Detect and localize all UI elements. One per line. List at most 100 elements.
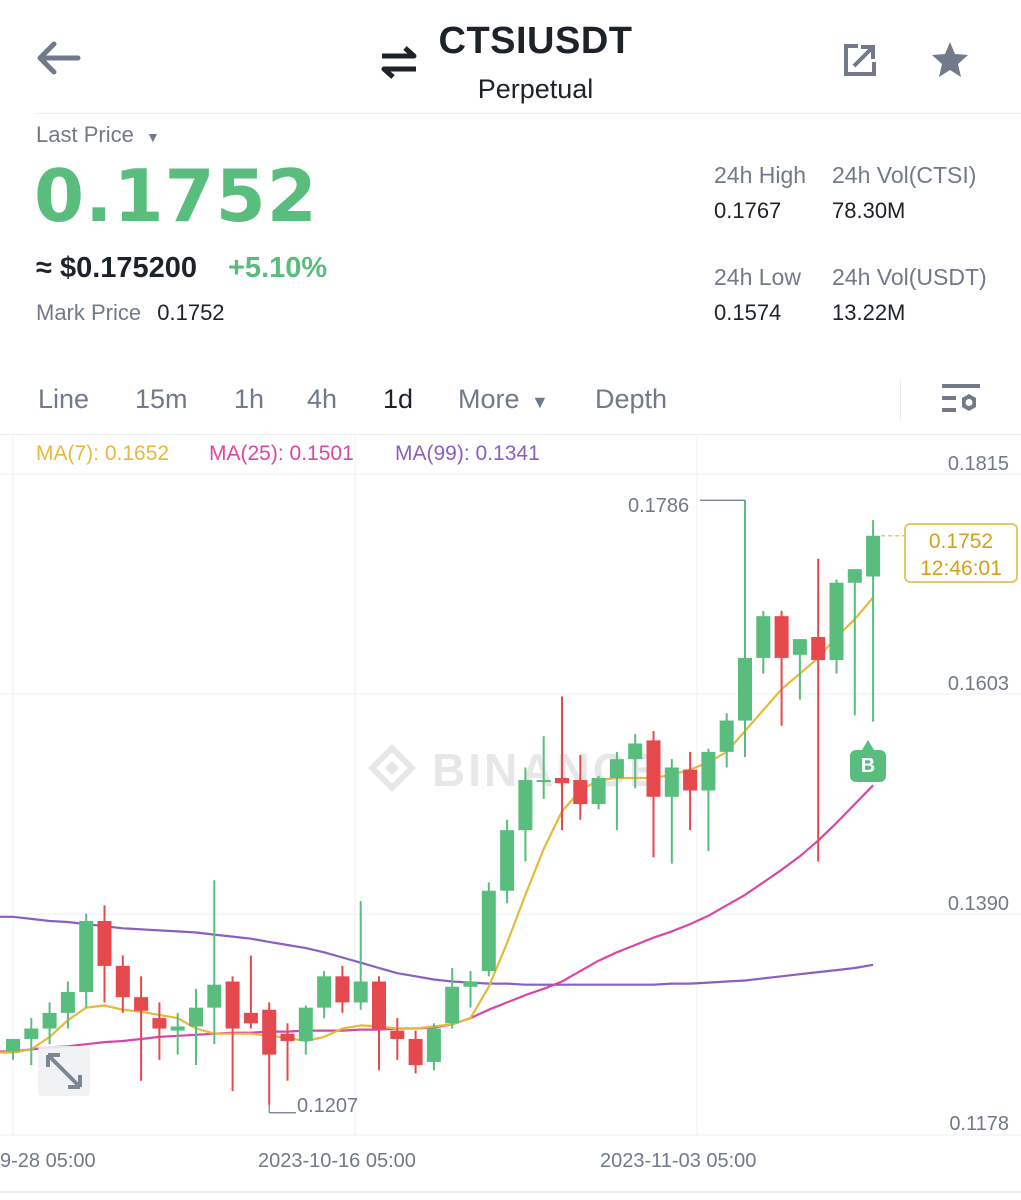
candle-39 [719, 713, 734, 768]
candle-5 [97, 905, 112, 1003]
candle-body-28 [518, 780, 533, 831]
candle-body-45 [829, 582, 844, 660]
header-divider [36, 113, 1021, 114]
vol-usdt-label: 24h Vol(USDT) [832, 264, 987, 290]
candle-body-26 [481, 890, 496, 972]
back-button[interactable] [34, 38, 82, 78]
candle-32 [591, 775, 606, 810]
tab-15m[interactable]: 15m [135, 384, 188, 414]
candle-22 [408, 1030, 423, 1074]
candle-body-31 [573, 780, 588, 805]
candle-9 [170, 1012, 185, 1055]
candle-38 [701, 748, 716, 852]
favorite-button[interactable] [930, 40, 970, 80]
candle-19 [353, 901, 368, 1010]
vol-ctsi-value: 78.30M [832, 198, 906, 223]
candle-24 [445, 967, 460, 1029]
candle-8 [152, 1002, 167, 1060]
candle-body-39 [719, 720, 734, 752]
tab-depth[interactable]: Depth [595, 384, 668, 414]
candle-body-41 [756, 616, 771, 658]
candle-1 [24, 1018, 39, 1066]
last-price-label: Last Price [36, 122, 134, 147]
mark-price-value: 0.1752 [157, 300, 225, 325]
candle-body-29 [536, 780, 551, 783]
candle-31 [573, 755, 588, 820]
tab-1h[interactable]: 1h [234, 384, 265, 414]
candle-46 [847, 569, 862, 716]
candle-23 [426, 1023, 441, 1071]
candle-body-13 [243, 1012, 258, 1024]
candle-26 [481, 882, 496, 977]
mark-price-label: Mark Price [36, 300, 142, 325]
candle-body-14 [262, 1009, 277, 1055]
chart-settings-button[interactable] [940, 380, 982, 420]
ma7-legend: MA(7): 0.1652 [36, 442, 170, 465]
candle-body-34 [628, 743, 643, 760]
current-price-tag: 0.1752 12:46:01 [904, 523, 1018, 583]
candle-body-17 [317, 976, 332, 1008]
candle-body-24 [445, 986, 460, 1024]
candle-body-7 [134, 997, 149, 1011]
low-label: 24h Low [714, 264, 801, 290]
arrow-left-icon [37, 41, 81, 75]
candle-10 [189, 988, 203, 1066]
candle-body-46 [847, 569, 862, 583]
low-marker-label: 0.1207 [297, 1095, 359, 1117]
candle-body-12 [225, 981, 240, 1029]
price-change: +5.10% [228, 252, 328, 284]
chart-tabs-divider [900, 380, 901, 420]
candle-11 [207, 880, 222, 1045]
candle-body-38 [701, 751, 716, 791]
share-icon [844, 44, 876, 76]
last-price-selector[interactable]: Last Price ▼ [36, 122, 160, 148]
y-tick-0: 0.1815 [947, 453, 1009, 475]
buy-marker[interactable]: B [850, 750, 886, 782]
candle-12 [225, 976, 240, 1092]
vol-usdt-value: 13.22M [832, 300, 906, 325]
candle-36 [664, 759, 679, 864]
candle-body-16 [298, 1007, 313, 1042]
candles [6, 500, 881, 1105]
chart-settings-icon [942, 384, 980, 412]
candle-42 [774, 610, 789, 726]
fullscreen-button[interactable] [38, 1046, 90, 1096]
candle-20 [372, 976, 386, 1071]
candle-body-11 [207, 984, 222, 1008]
candle-body-37 [683, 769, 698, 791]
tab-4h[interactable]: 4h [307, 384, 338, 414]
watermark-text: BINANCE [432, 744, 663, 796]
candle-body-20 [372, 981, 386, 1029]
candle-0 [6, 1038, 20, 1060]
candle-44 [811, 558, 826, 862]
candle-43 [792, 639, 807, 700]
share-button[interactable] [842, 42, 878, 78]
candle-35 [646, 730, 661, 858]
candle-34 [628, 734, 643, 789]
buy-marker-label: B [860, 755, 876, 777]
candle-body-23 [426, 1028, 441, 1062]
tab-line[interactable]: Line [38, 384, 90, 414]
ma99-legend: MA(99): 0.1341 [395, 442, 540, 465]
candle-18 [335, 965, 350, 1013]
mark-price-row: Mark Price 0.1752 [36, 300, 225, 326]
candle-body-42 [774, 616, 789, 658]
tab-more[interactable]: More ▼ [458, 384, 549, 415]
candle-body-40 [738, 657, 752, 721]
candle-body-6 [115, 965, 130, 998]
last-price-value: 0.1752 [34, 154, 318, 238]
swap-pair-icon[interactable] [378, 44, 420, 80]
tab-1d[interactable]: 1d [383, 384, 414, 414]
candle-28 [518, 767, 533, 862]
candle-body-9 [170, 1026, 185, 1031]
tabs-divider [0, 434, 1021, 435]
x-tick-2: 2023-11-03 05:00 [600, 1150, 757, 1172]
candle-2 [42, 1002, 57, 1045]
y-tick-1: 0.1603 [947, 673, 1009, 695]
current-price-tag-countdown: 12:46:01 [920, 557, 1002, 580]
usd-price: ≈ $0.175200 [36, 252, 198, 284]
candle-body-35 [646, 740, 661, 797]
high-label: 24h High [714, 162, 807, 188]
candle-body-30 [555, 777, 569, 784]
